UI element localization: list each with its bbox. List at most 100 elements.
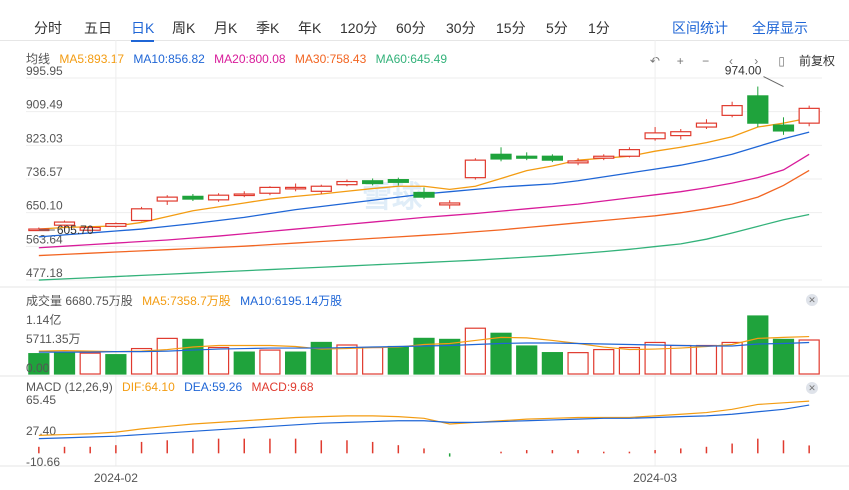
candle-body (695, 122, 718, 128)
volume-bar (798, 339, 820, 375)
dea-value: DEA:59.26 (184, 380, 243, 394)
candle-body (516, 155, 538, 159)
undo-icon[interactable]: ↶ (649, 54, 660, 68)
candle-body (439, 202, 461, 206)
candle-body (259, 186, 281, 194)
tab-60min[interactable]: 60分 (396, 20, 426, 36)
tab-30min[interactable]: 30分 (446, 20, 476, 36)
volume-label: 成交量 6680.75万股 (26, 294, 133, 308)
volume-ma5-value: MA5:7358.7万股 (142, 294, 231, 308)
ma-line-ma10 (38, 131, 810, 238)
volume-bar (618, 346, 641, 375)
candle-body (490, 153, 512, 160)
candle-body (644, 132, 666, 140)
tab-daily-k[interactable]: 日K (131, 18, 155, 42)
macd-tick-label: -10.66 (26, 455, 60, 469)
volume-ma10-value: MA10:6195.14万股 (240, 294, 343, 308)
ma-legend-label: 均线 (26, 52, 51, 66)
volume-bar (644, 341, 666, 375)
candle-style-icon[interactable]: ▯ (778, 54, 785, 68)
range-stats-button[interactable]: 区间统计 (672, 20, 728, 36)
candle-body (156, 196, 178, 202)
candle-body (284, 186, 307, 190)
volume-bar (721, 341, 743, 375)
tab-weekly-k[interactable]: 周K (172, 20, 196, 36)
chevron-left-icon[interactable]: ‹ (728, 54, 733, 68)
ma-line-ma30 (38, 169, 810, 257)
candle-body (618, 149, 641, 157)
tab-five-day[interactable]: 五日 (84, 20, 112, 36)
tab-quarterly-k[interactable]: 季K (256, 20, 280, 36)
tab-15min[interactable]: 15分 (496, 20, 526, 36)
close-volume-panel-icon[interactable]: ✕ (806, 294, 818, 306)
volume-bar (464, 327, 486, 375)
volume-bar (284, 351, 307, 375)
dif-line (38, 400, 810, 436)
candle-body (541, 155, 564, 161)
annotation-leader (763, 76, 784, 87)
volume-bar (130, 347, 153, 375)
volume-bar (53, 352, 76, 375)
volume-bar (336, 344, 358, 375)
volume-bar (207, 346, 230, 375)
ma-line-ma5 (38, 117, 810, 230)
ma60-value: MA60:645.49 (375, 52, 448, 66)
ma-legend: 均线 MA5:893.17 MA10:856.82 MA20:800.08 MA… (26, 50, 453, 67)
period-tab-bar: 分时 五日 日K 周K 月K 季K 年K 120分 60分 30分 15分 5分… (0, 0, 849, 42)
candle-body (670, 131, 692, 137)
volume-bar (490, 332, 512, 375)
price-tick-label: 477.18 (26, 266, 63, 280)
candle-body (567, 160, 589, 164)
candle-body (798, 107, 820, 124)
volume-ma-line-ma10 (38, 341, 810, 353)
chart-toolbar: ↶ + − ‹ › ▯ 前复权 (641, 52, 835, 69)
chevron-right-icon[interactable]: › (754, 54, 759, 68)
volume-bar (670, 344, 692, 375)
ma20-value: MA20:800.08 (214, 52, 286, 66)
candle-body (182, 195, 204, 200)
volume-bar (567, 352, 589, 375)
zoom-out-icon[interactable]: − (702, 54, 710, 68)
candle-body (105, 223, 127, 227)
candle-body (130, 208, 153, 222)
macd-tick-label: 65.45 (26, 393, 56, 407)
annotation-label: 605.70 (57, 223, 94, 237)
ma-line-ma60 (38, 213, 810, 281)
volume-bar (413, 337, 435, 375)
ma30-value: MA30:758.43 (294, 52, 367, 66)
x-tick-label: 2024-02 (94, 471, 138, 485)
candle-body (53, 221, 76, 226)
volume-bar (182, 338, 204, 375)
tab-monthly-k[interactable]: 月K (214, 20, 238, 36)
volume-tick-label: 5711.35万 (26, 332, 81, 346)
volume-bar (695, 344, 718, 375)
candle-body (336, 180, 358, 186)
volume-legend: 成交量 6680.75万股 MA5:7358.7万股 MA10:6195.14万… (26, 292, 348, 309)
macd-legend: MACD (12,26,9) DIF:64.10 DEA:59.26 MACD:… (26, 380, 320, 394)
candle-body (747, 95, 769, 124)
volume-bar (593, 348, 615, 375)
tab-120min[interactable]: 120分 (340, 20, 378, 36)
volume-ma-line-ma5 (38, 335, 810, 353)
volume-bar (747, 315, 769, 375)
macd-value: MACD:9.68 (251, 380, 314, 394)
dif-value: DIF:64.10 (122, 380, 175, 394)
zoom-in-icon[interactable]: + (676, 54, 684, 68)
macd-label: MACD (12,26,9) (26, 380, 113, 394)
x-tick-label: 2024-03 (633, 471, 677, 485)
tab-intraday[interactable]: 分时 (34, 20, 62, 36)
volume-bar (772, 338, 795, 375)
adjust-selector[interactable]: 前复权 (798, 54, 835, 68)
tab-yearly-k[interactable]: 年K (298, 20, 322, 36)
fullscreen-button[interactable]: 全屏显示 (752, 20, 808, 36)
price-tick-label: 909.49 (26, 98, 63, 112)
close-macd-panel-icon[interactable]: ✕ (806, 382, 818, 394)
candle-body (721, 105, 743, 116)
dea-line (38, 404, 810, 440)
tab-5min[interactable]: 5分 (546, 20, 568, 36)
candle-body (593, 155, 615, 159)
tab-1min[interactable]: 1分 (588, 20, 610, 36)
price-tick-label: 650.10 (26, 199, 63, 213)
candle-body (464, 159, 486, 179)
